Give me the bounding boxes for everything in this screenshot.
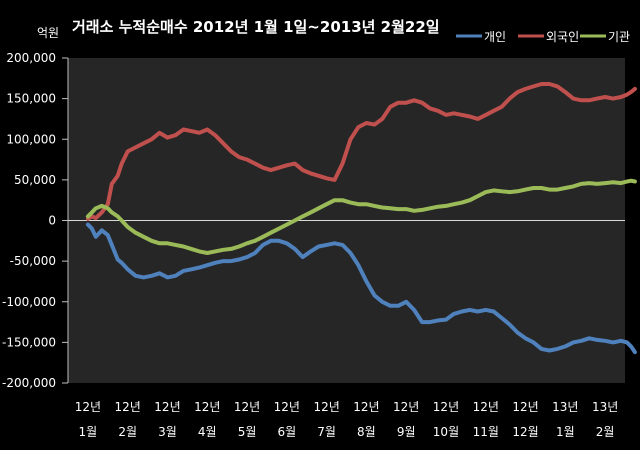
x-tick-label-year: 13년 bbox=[552, 400, 578, 414]
x-tick-label-month: 1월 bbox=[556, 425, 575, 439]
x-tick-label-year: 12년 bbox=[234, 400, 260, 414]
y-tick-label: -200,000 bbox=[2, 376, 56, 390]
series-line-1 bbox=[85, 82, 637, 221]
y-tick-label: 50,000 bbox=[14, 173, 56, 187]
y-tick-label: 0 bbox=[48, 214, 56, 228]
x-tick-label-month: 12월 bbox=[512, 425, 538, 439]
x-tick-label-month: 2월 bbox=[596, 425, 615, 439]
x-tick-label-year: 12년 bbox=[115, 400, 141, 414]
legend-label-2: 기관 bbox=[608, 30, 630, 44]
series-lines bbox=[85, 82, 637, 355]
x-tick-label-year: 12년 bbox=[313, 400, 339, 414]
y-tick-label: -100,000 bbox=[2, 295, 56, 309]
x-tick-label-month: 5월 bbox=[238, 425, 257, 439]
series-line-0 bbox=[85, 222, 637, 355]
x-tick-label-month: 6월 bbox=[277, 425, 296, 439]
y-tick-label: 200,000 bbox=[6, 51, 56, 65]
x-tick-label-year: 12년 bbox=[473, 400, 499, 414]
y-tick-label: 150,000 bbox=[6, 92, 56, 106]
x-tick-label-year: 12년 bbox=[154, 400, 180, 414]
legend: 개인 외국인 기관 bbox=[456, 30, 630, 44]
y-tick-label: 100,000 bbox=[6, 132, 56, 146]
x-tick-label-year: 12년 bbox=[274, 400, 300, 414]
series-line-2 bbox=[85, 178, 637, 255]
y-tick-label: -50,000 bbox=[10, 254, 56, 268]
x-tick-label-year: 12년 bbox=[194, 400, 220, 414]
x-tick-label-month: 8월 bbox=[357, 425, 376, 439]
x-axis-ticks: 12년 1월 12년 2월 12년 3월 12년 4월 12년 5월 12년 6월 12년 7월 12년 8월… bbox=[75, 400, 619, 439]
y-tick-label: -150,000 bbox=[2, 335, 56, 349]
x-tick-label-year: 12년 bbox=[75, 400, 101, 414]
x-tick-label-year: 12년 bbox=[353, 400, 379, 414]
x-tick-label-month: 11월 bbox=[473, 425, 499, 439]
y-axis-ticks: 200,000 150,000 100,000 50,000 0 -50,000 -100,… bbox=[2, 51, 69, 390]
x-tick-label-month: 4월 bbox=[198, 425, 217, 439]
x-tick-label-year: 12년 bbox=[393, 400, 419, 414]
legend-label-0: 개인 bbox=[484, 30, 506, 44]
x-tick-label-month: 1월 bbox=[79, 425, 98, 439]
x-tick-label-year: 12년 bbox=[512, 400, 538, 414]
x-tick-label-year: 12년 bbox=[433, 400, 459, 414]
x-tick-label-month: 10월 bbox=[433, 425, 459, 439]
x-tick-label-month: 2월 bbox=[118, 425, 137, 439]
x-tick-label-month: 3월 bbox=[158, 425, 177, 439]
x-tick-label-month: 9월 bbox=[397, 425, 416, 439]
chart-title: 거래소 누적순매수 2012년 1월 1일~2013년 2월22일 bbox=[72, 18, 440, 36]
y-axis-unit-label: 억원 bbox=[37, 26, 59, 40]
legend-label-1: 외국인 bbox=[546, 30, 579, 44]
x-tick-label-year: 13년 bbox=[592, 400, 618, 414]
x-tick-label-month: 7월 bbox=[317, 425, 336, 439]
